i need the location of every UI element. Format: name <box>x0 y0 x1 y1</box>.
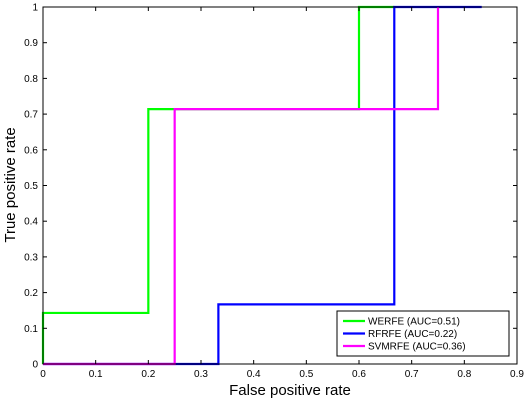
x-tick-label: 0.9 <box>510 369 524 380</box>
y-tick-label: 0.3 <box>24 252 38 263</box>
y-tick-label: 0.4 <box>24 217 38 228</box>
x-axis-title: False positive rate <box>229 382 351 399</box>
x-tick-label: 0.3 <box>194 369 208 380</box>
y-tick-label: 0.8 <box>24 74 38 85</box>
y-tick-label: 0.2 <box>24 288 38 299</box>
x-tick-label: 0.7 <box>405 369 419 380</box>
legend-box <box>336 310 510 357</box>
plot-area <box>43 7 517 364</box>
y-tick-label: 0 <box>32 360 38 371</box>
x-tick-label: 0.8 <box>457 369 471 380</box>
y-axis-title: True positive rate <box>2 127 19 242</box>
legend: WERFE (AUC=0.51)RFRFE (AUC=0.22) SVMRFE (… <box>336 310 510 357</box>
y-tick-label: 0.6 <box>24 145 38 156</box>
axes-layer: 0 0.1 0.2 0.3 0.4 0.5 0.6 0.7 0.8 0.9 0 0.1 0.2 0.3 0.… <box>24 3 524 381</box>
y-tick-label: 1 <box>32 3 38 14</box>
x-tick-label: 0.6 <box>352 369 366 380</box>
x-tick-label: 0.1 <box>89 369 103 380</box>
y-tick-label: 0.9 <box>24 38 38 49</box>
legend-label-2: SVMRFE (AUC=0.36) <box>368 342 466 353</box>
x-tick-label: 0.2 <box>141 369 155 380</box>
y-tick-label: 0.7 <box>24 110 38 121</box>
x-tick-label: 0.4 <box>247 369 261 380</box>
legend-label-1: RFRFE (AUC=0.22) <box>368 329 457 340</box>
legend-label-0: WERFE (AUC=0.51) <box>368 317 460 328</box>
y-tick-label: 0.1 <box>24 324 38 335</box>
x-tick-label: 0.5 <box>299 369 313 380</box>
y-tick-label: 0.5 <box>24 181 38 192</box>
x-tick-label: 0 <box>40 369 46 380</box>
